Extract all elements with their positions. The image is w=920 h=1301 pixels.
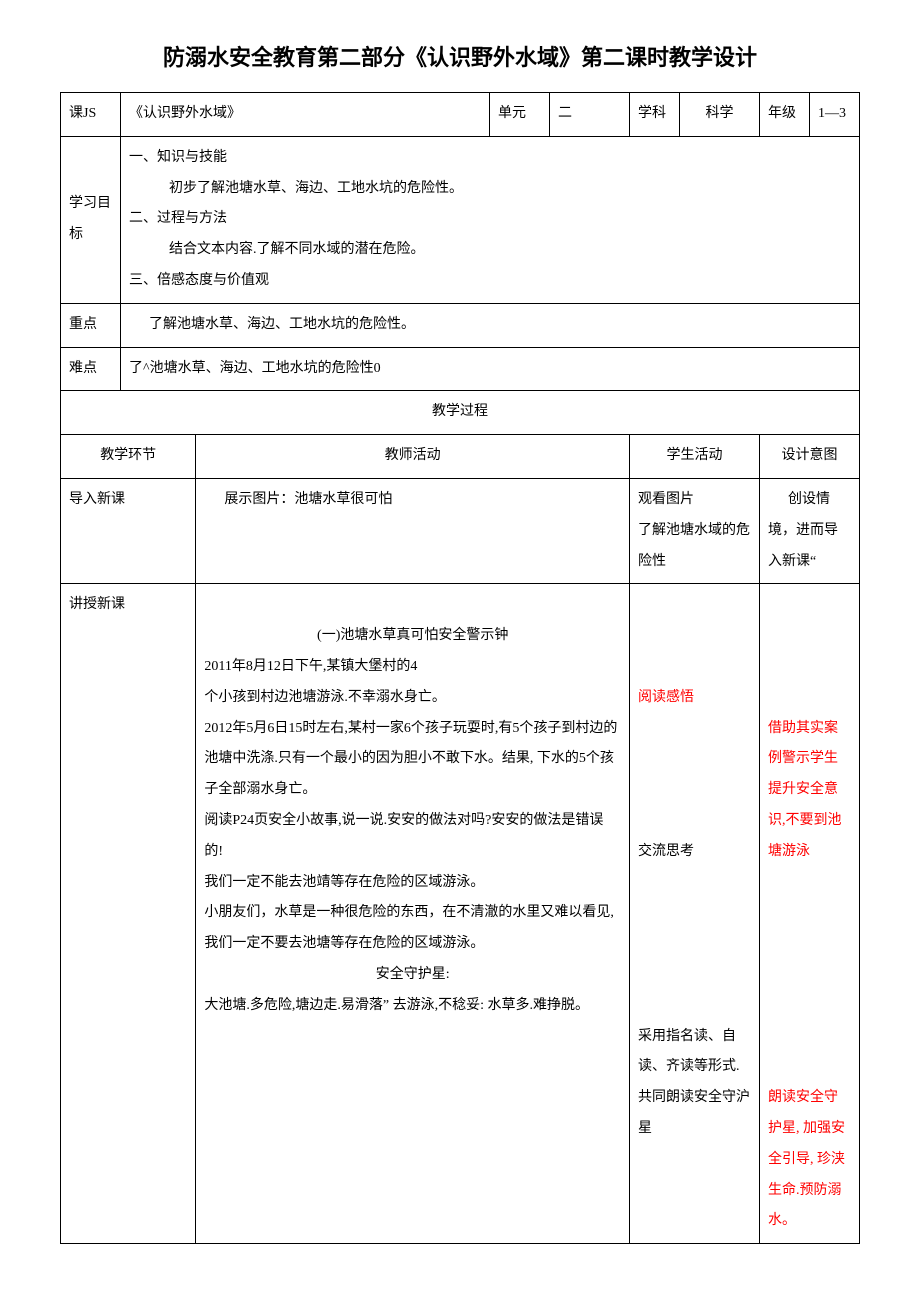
intro-row: 导入新课 展示图片：池塘水草很可怕 观看图片 了解池塘水域的危险性 创设情境，进… [61, 478, 860, 583]
intent-note2: 朗读安全守护星, 加强安全引导, 珍浃生命.预防溺水。 [768, 1083, 851, 1237]
obj-section1-title: 一、知识与技能 [129, 143, 851, 174]
student-note3: 采用指名读、自读、齐读等形式.共同朗读安全守沪星 [638, 1022, 751, 1145]
unit-value: 二 [550, 93, 630, 137]
intro-step: 导入新课 [61, 478, 196, 583]
col-step: 教学环节 [61, 435, 196, 479]
student-note1: 阅读感悟 [638, 683, 751, 714]
para2: 个小孩到村边池塘游泳.不幸溺水身亡。 [204, 683, 621, 714]
para4: 阅读P24页安全小故事,说一说.安安的做法对吗?安安的做法是错误的! [204, 806, 621, 868]
difficulty-label: 难点 [61, 347, 121, 391]
intent-note1: 借助其实案例警示学生提升安全意识,不要到池塘游泳 [768, 714, 851, 868]
guard-body: 大池塘.多危险,塘边走.易滑落” 去游泳,不稔妥: 水草多.难挣脱。 [204, 991, 621, 1022]
intro-intent: 创设情境，进而导入新课“ [760, 478, 860, 583]
obj-section2-body: 结合文本内容.了解不同水域的潜在危险。 [129, 235, 851, 266]
header-row: 课JS 《认识野外水域》 单元 二 学科 科学 年级 1—3 [61, 93, 860, 137]
col-teacher: 教师活动 [196, 435, 630, 479]
objectives-content: 一、知识与技能 初步了解池塘水草、海边、工地水坑的危险性。 二、过程与方法 结合… [121, 136, 860, 303]
subject-value: 科学 [680, 93, 760, 137]
objectives-label: 学习目标 [61, 136, 121, 303]
document-title: 防溺水安全教育第二部分《认识野外水域》第二课时教学设计 [60, 40, 860, 72]
intro-teacher: 展示图片：池塘水草很可怕 [196, 478, 630, 583]
process-header-row: 教学过程 [61, 391, 860, 435]
lesson-plan-table: 课JS 《认识野外水域》 单元 二 学科 科学 年级 1—3 学习目标 一、知识… [60, 92, 860, 1244]
intro-student: 观看图片 了解池塘水域的危险性 [630, 478, 760, 583]
main-intent: 借助其实案例警示学生提升安全意识,不要到池塘游泳 朗读安全守护星, 加强安全引导… [760, 584, 860, 1244]
student-note2: 交流思考 [638, 837, 751, 868]
grade-value: 1—3 [810, 93, 860, 137]
objectives-row: 学习目标 一、知识与技能 初步了解池塘水草、海边、工地水坑的危险性。 二、过程与… [61, 136, 860, 303]
col-student: 学生活动 [630, 435, 760, 479]
obj-section3-title: 三、倍感态度与价值观 [129, 266, 851, 297]
col-intent: 设计意图 [760, 435, 860, 479]
obj-section2-title: 二、过程与方法 [129, 204, 851, 235]
column-header-row: 教学环节 教师活动 学生活动 设计意图 [61, 435, 860, 479]
keypoint-row: 重点 了解池塘水草、海边、工地水坑的危险性。 [61, 303, 860, 347]
para5: 我们一定不能去池靖等存在危险的区域游泳。 [204, 868, 621, 899]
difficulty-row: 难点 了^池塘水草、海边、工地水坑的危险性0 [61, 347, 860, 391]
keypoint-value: 了解池塘水草、海边、工地水坑的危险性。 [121, 303, 860, 347]
course-label: 课JS [61, 93, 121, 137]
obj-section1-body: 初步了解池塘水草、海边、工地水坑的危险性。 [129, 174, 851, 205]
para1: 2011年8月12日下午,某镇大堡村的4 [204, 652, 621, 683]
process-header: 教学过程 [61, 391, 860, 435]
main-row: 讲授新课 (一)池塘水草真可怕安全警示钟 2011年8月12日下午,某镇大堡村的… [61, 584, 860, 1244]
section1-title: (一)池塘水草真可怕安全警示钟 [204, 621, 621, 652]
subject-label: 学科 [630, 93, 680, 137]
guard-title: 安全守护星: [204, 960, 621, 991]
para3: 2012年5月6日15时左右,某村一家6个孩子玩耍时,有5个孩子到村边的池塘中洗… [204, 714, 621, 806]
para6: 小朋友们，水草是一种很危险的东西，在不清澈的水里又难以看见,我们一定不要去池塘等… [204, 898, 621, 960]
course-value: 《认识野外水域》 [121, 93, 490, 137]
keypoint-label: 重点 [61, 303, 121, 347]
unit-label: 单元 [490, 93, 550, 137]
difficulty-value: 了^池塘水草、海边、工地水坑的危险性0 [121, 347, 860, 391]
main-step: 讲授新课 [61, 584, 196, 1244]
main-student: 阅读感悟 交流思考 采用指名读、自读、齐读等形式.共同朗读安全守沪星 [630, 584, 760, 1244]
grade-label: 年级 [760, 93, 810, 137]
main-teacher: (一)池塘水草真可怕安全警示钟 2011年8月12日下午,某镇大堡村的4 个小孩… [196, 584, 630, 1244]
